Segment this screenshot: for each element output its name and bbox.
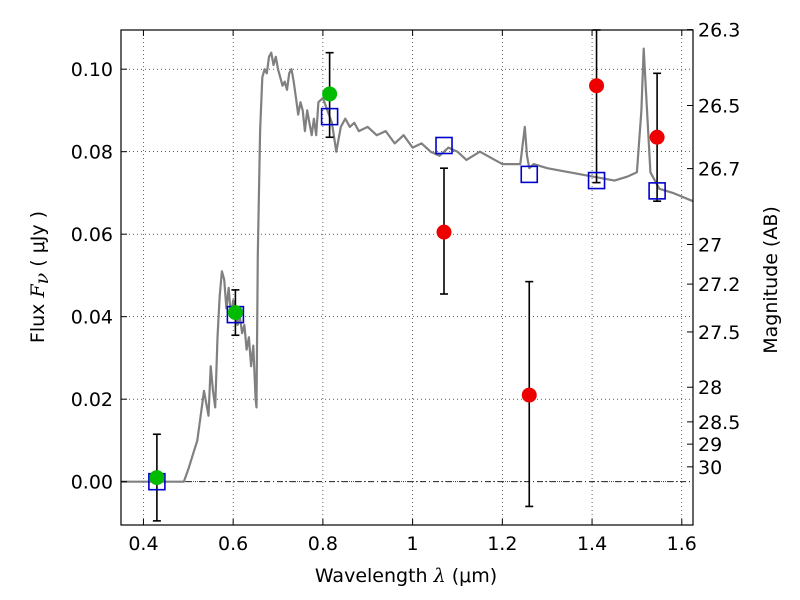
x-tick-label: 0.8: [308, 533, 338, 555]
magnitude-tick-label: 26.5: [698, 95, 740, 117]
x-tick-label: 0.4: [128, 533, 158, 555]
y-tick-label: 0.00: [71, 472, 113, 494]
y-tick-label: 0.10: [71, 59, 113, 81]
red-point: [589, 78, 605, 94]
plot-frame: [120, 29, 694, 526]
red-point: [521, 387, 537, 403]
grid: [121, 30, 693, 525]
magnitude-tick-label: 27: [698, 235, 722, 257]
y-tick-label: 0.02: [71, 389, 113, 411]
green-point: [227, 305, 243, 321]
x-tick-label: 1.2: [487, 533, 517, 555]
x-tick-label: 1.4: [577, 533, 607, 555]
model-photometry-square: [435, 136, 453, 155]
y-tick-label: 0.04: [71, 307, 113, 329]
magnitude-tick-label: 26.7: [698, 159, 740, 181]
model-photometry-square: [320, 107, 339, 126]
green-point: [322, 86, 338, 102]
y-tick-label: 0.08: [71, 142, 113, 164]
magnitude-tick-label: 27.2: [698, 274, 740, 296]
measurement-markers: [436, 78, 665, 403]
x-axis-ticks: 0.4 0.6 0.8 1 1.2 1.4 1.6: [128, 30, 697, 555]
model-photometry-square: [520, 165, 539, 184]
model-photometry-square: [587, 171, 606, 190]
magnitude-tick-label: 28: [698, 377, 722, 399]
magnitude-tick-label: 26.3: [698, 20, 740, 42]
model-photometry-square: [648, 182, 666, 200]
magnitude-tick-label: 30: [698, 457, 722, 479]
red-point: [436, 224, 452, 240]
plot-background: [121, 30, 693, 525]
red-point: [649, 129, 665, 145]
x-tick-label: 0.6: [218, 533, 248, 555]
right-axis-label: Magnitude (AB): [760, 206, 782, 354]
x-tick-label: 1: [407, 533, 419, 555]
model-photometry-markers: [148, 107, 666, 491]
detection-markers: [149, 86, 338, 486]
magnitude-tick-label: 29: [698, 434, 722, 456]
magnitude-tick-label: 28.5: [698, 412, 740, 434]
x-axis-label: Wavelength λ (μm): [315, 565, 497, 587]
y-axis-label: Flux Fν ( μJy ): [27, 211, 53, 343]
model-spectrum-line: [121, 47, 694, 483]
x-tick-label: 1.6: [667, 533, 697, 555]
magnitude-tick-label: 27.5: [698, 322, 740, 344]
y-tick-label: 0.06: [71, 224, 113, 246]
green-point: [149, 470, 165, 486]
y-axis-ticks: 0.00 0.02 0.04 0.06 0.08 0.10: [71, 59, 127, 494]
